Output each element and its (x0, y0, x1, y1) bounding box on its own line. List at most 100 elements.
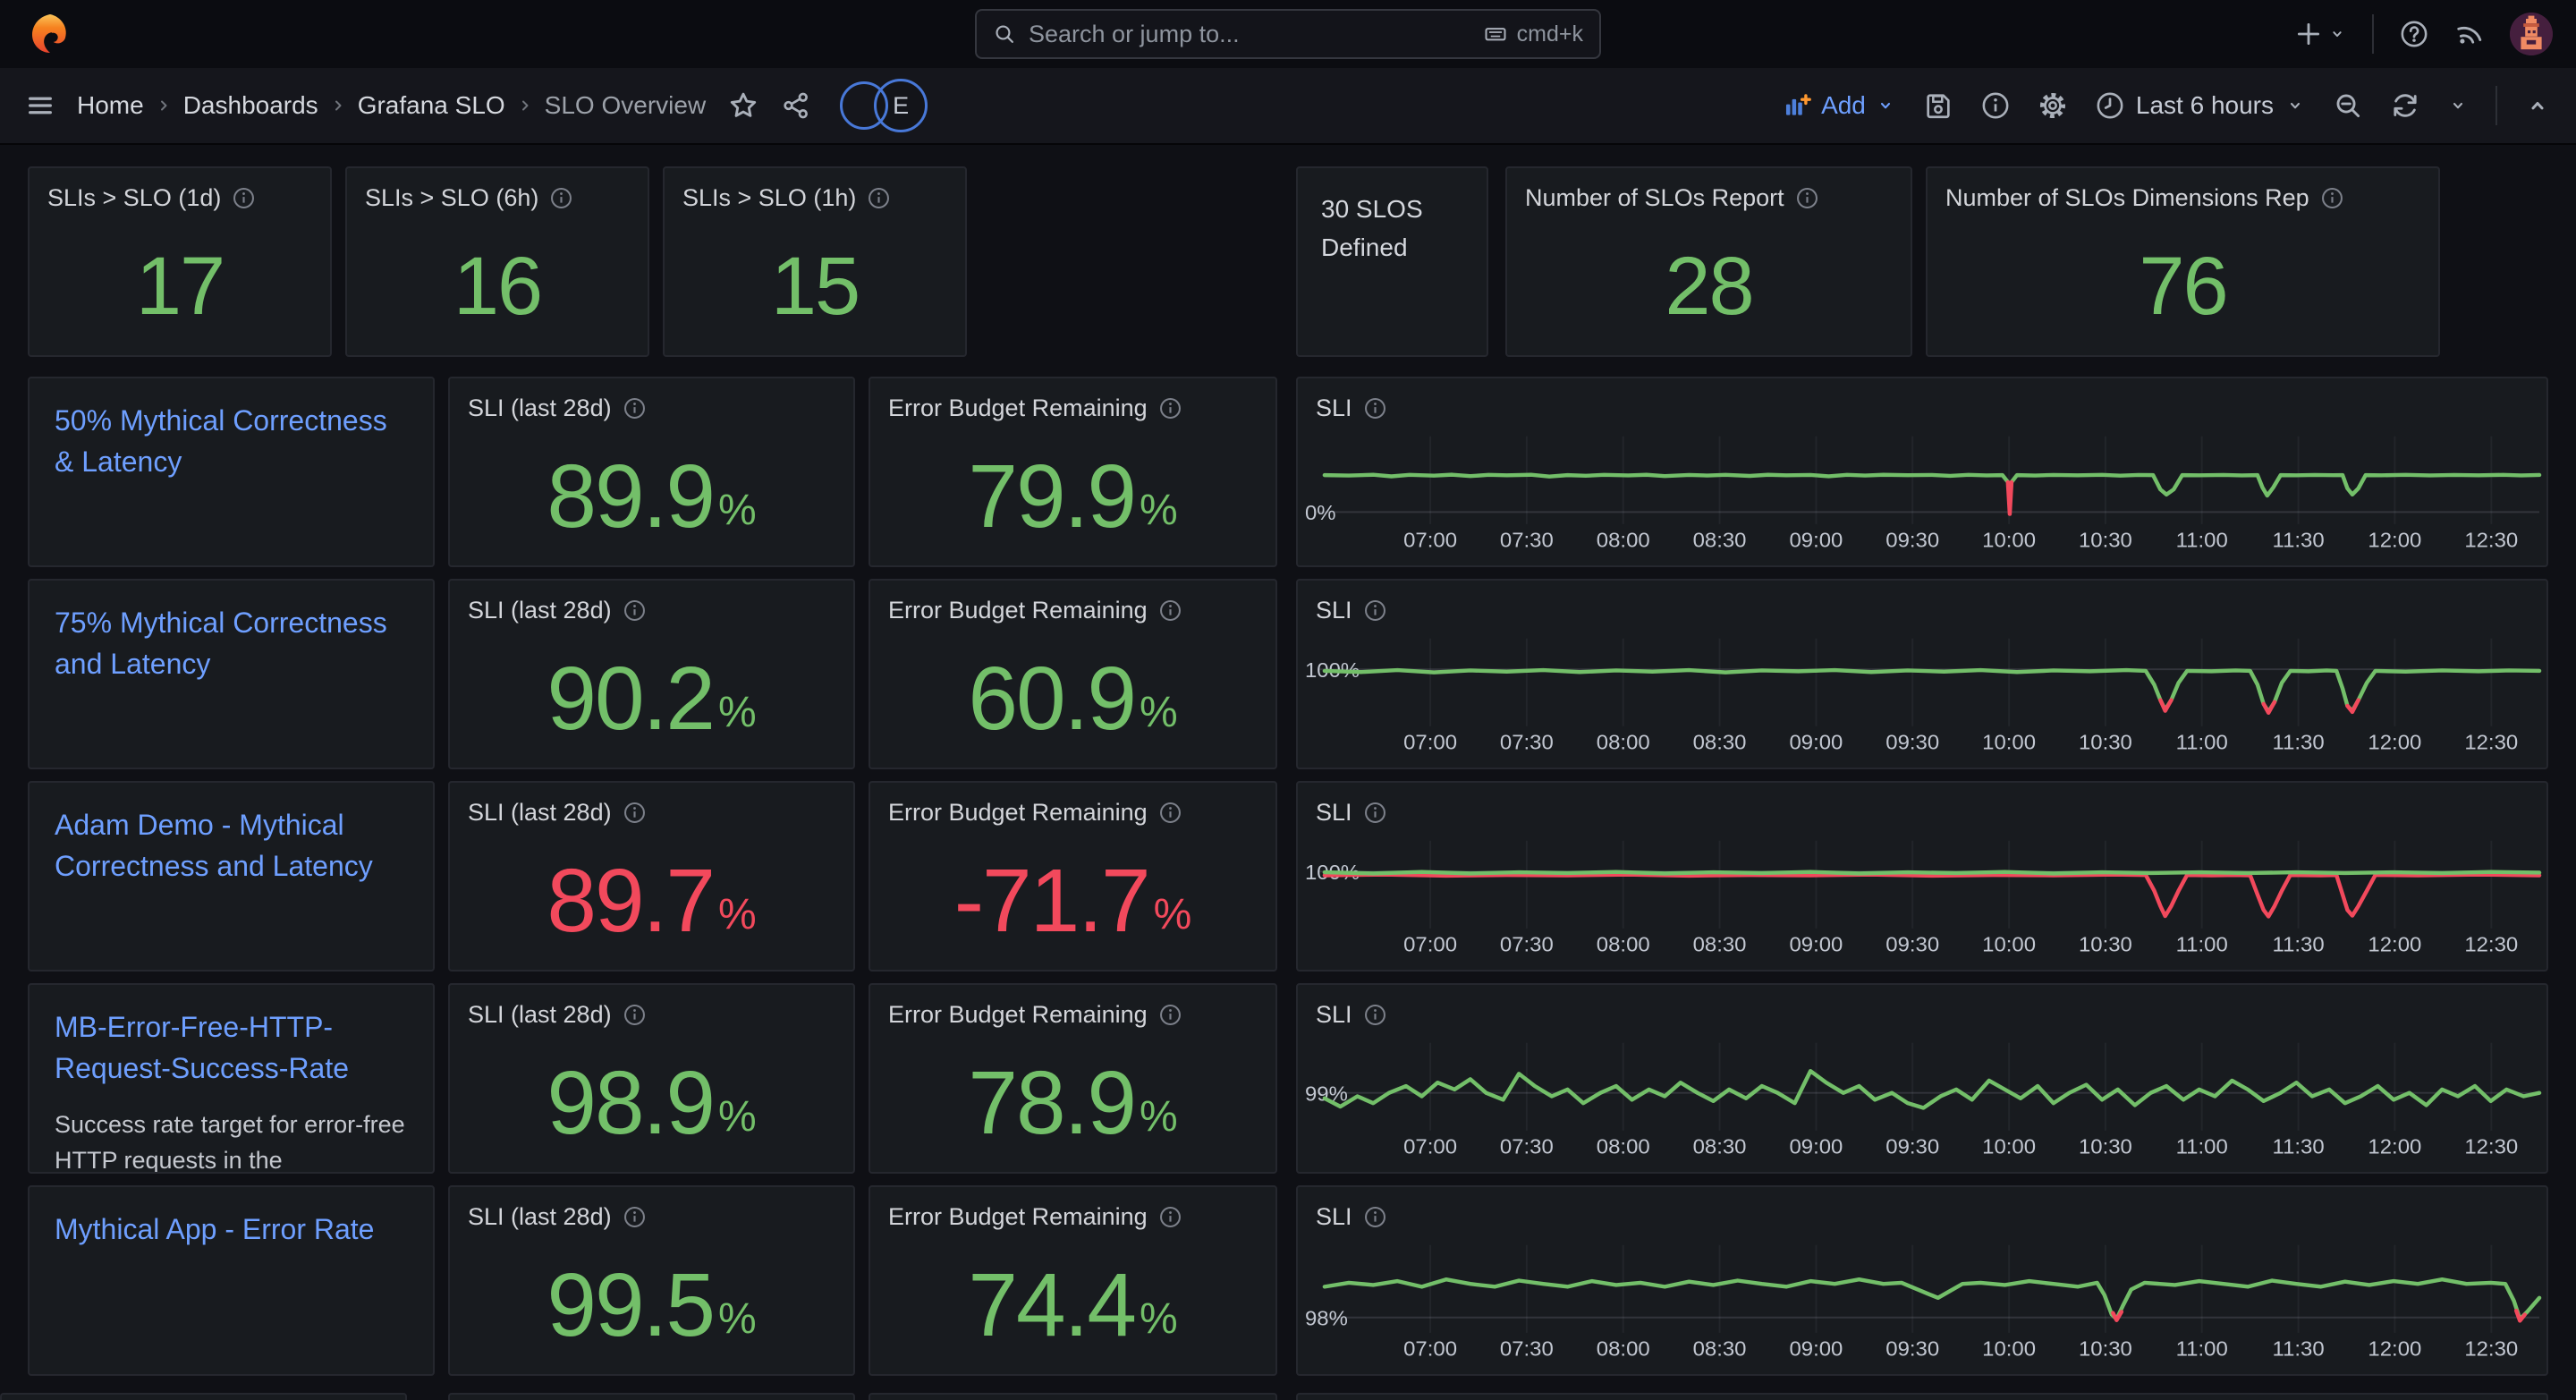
info-icon[interactable] (623, 396, 647, 420)
dashboard-insights-icon[interactable] (1980, 90, 2011, 121)
sli-chart[interactable]: 07:00 07:30 08:00 08:30 09:00 09:30 10:00 10:30… (1298, 378, 2546, 565)
viewer-avatar[interactable] (840, 81, 889, 130)
info-icon[interactable] (1363, 1003, 1387, 1027)
sli-stat-panel[interactable]: SLI (last 28d) 99.5% (448, 1185, 855, 1376)
info-icon[interactable] (623, 801, 647, 825)
refresh-interval-chevron-icon[interactable] (2447, 95, 2469, 116)
sli-timeseries-panel[interactable]: SLI 07:00 07:30 08:00 08:30 09:00 09:30 10:00 1… (1296, 1185, 2548, 1376)
error-budget-value: -71.7 (953, 850, 1151, 951)
time-range-picker[interactable]: Last 6 hours (2095, 90, 2306, 121)
slo-link[interactable]: MB-Error-Free-HTTP-Request-Success-Rate (55, 1011, 350, 1084)
help-icon[interactable] (2399, 19, 2429, 49)
breadcrumb-grafana-slo[interactable]: Grafana SLO (357, 91, 505, 119)
sli-timeseries-panel[interactable]: SLI 07:00 07:30 08:00 08:30 09:00 09:30 10:00 1… (1296, 377, 2548, 567)
grafana-logo-icon[interactable] (29, 13, 72, 55)
panel-title: SLI (last 28d) (468, 799, 612, 826)
error-budget-panel[interactable]: Error Budget Remaining 74.4% (869, 1185, 1277, 1376)
info-icon[interactable] (623, 1205, 647, 1229)
sli-stat-panel[interactable]: SLI (last 28d) 90.2% (448, 579, 855, 769)
slo-row: 75% Mythical Correctness and Latency SLI… (28, 579, 2548, 769)
sli-chart[interactable]: 07:00 07:30 08:00 08:30 09:00 09:30 10:00 10:30… (1298, 1187, 2546, 1374)
stat-value: 15 (770, 240, 860, 332)
svg-text:0%: 0% (1305, 502, 1336, 525)
svg-text:12:00: 12:00 (2368, 732, 2421, 755)
favorite-star-icon[interactable] (727, 89, 759, 122)
collapse-toolbar-icon[interactable] (2524, 92, 2551, 119)
stat-panel-slis-slo-1h[interactable]: SLIs > SLO (1h) 15 (663, 166, 967, 357)
sli-chart[interactable]: 07:00 07:30 08:00 08:30 09:00 09:30 10:00 10:30… (1298, 985, 2546, 1172)
add-panel-button[interactable]: Add (1782, 90, 1896, 121)
svg-text:11:30: 11:30 (2273, 1338, 2325, 1362)
sli-stat-panel[interactable]: SLI (last 28d) 98.9% (448, 983, 855, 1174)
slo-row: 50% Mythical Correctness & Latency SLI (… (28, 377, 2548, 567)
svg-text:10:30: 10:30 (2079, 530, 2132, 553)
error-budget-unit: % (1139, 1093, 1178, 1141)
stat-panel-slis-slo-1d[interactable]: SLIs > SLO (1d) 17 (28, 166, 332, 357)
new-button[interactable] (2293, 19, 2347, 49)
sli-timeseries-panel[interactable]: SLI 07:00 07:30 08:00 08:30 09:00 09:30 10:00 1… (1296, 781, 2548, 972)
panel-title: SLI (1316, 1203, 1352, 1230)
top-bar: Search or jump to... cmd+k (0, 0, 2576, 68)
search-input[interactable]: Search or jump to... cmd+k (975, 9, 1601, 59)
save-dashboard-icon[interactable] (1923, 90, 1953, 121)
sli-timeseries-panel[interactable]: SLI 07:00 07:30 08:00 08:30 09:00 09:30 10:00 1… (1296, 983, 2548, 1174)
info-icon[interactable] (623, 1003, 647, 1027)
news-icon[interactable] (2454, 19, 2485, 49)
share-icon[interactable] (781, 90, 811, 121)
info-icon[interactable] (1363, 801, 1387, 825)
slo-title-panel: Adam Demo - Mythical Correctness and Lat… (28, 781, 435, 972)
error-budget-value: 79.9 (968, 445, 1137, 547)
slo-link[interactable]: Mythical App - Error Rate (55, 1213, 375, 1245)
svg-text:10:00: 10:00 (1982, 1136, 2036, 1159)
info-icon[interactable] (1158, 396, 1182, 420)
slo-link[interactable]: 75% Mythical Correctness and Latency (55, 607, 387, 680)
info-icon[interactable] (549, 186, 573, 210)
error-budget-value: 74.4 (968, 1254, 1137, 1355)
sli-unit: % (717, 1295, 757, 1343)
stat-panel-slos-report[interactable]: Number of SLOs Report 28 (1505, 166, 1912, 357)
panel-title: Number of SLOs Dimensions Rep (1945, 184, 2309, 211)
sli-chart[interactable]: 07:00 07:30 08:00 08:30 09:00 09:30 10:00 10:30… (1298, 783, 2546, 970)
svg-text:11:30: 11:30 (2273, 732, 2325, 755)
info-icon[interactable] (232, 186, 256, 210)
info-icon[interactable] (1795, 186, 1819, 210)
info-icon[interactable] (867, 186, 891, 210)
stat-panel-slis-slo-6h[interactable]: SLIs > SLO (6h) 16 (345, 166, 649, 357)
zoom-out-icon[interactable] (2333, 90, 2363, 121)
profile-avatar[interactable] (2510, 13, 2553, 55)
info-icon[interactable] (1158, 1205, 1182, 1229)
info-icon[interactable] (623, 598, 647, 623)
info-icon[interactable] (1158, 801, 1182, 825)
breadcrumb-home[interactable]: Home (77, 91, 144, 119)
slo-link[interactable]: Adam Demo - Mythical Correctness and Lat… (55, 809, 373, 882)
svg-text:10:00: 10:00 (1982, 530, 2036, 553)
dashboard-settings-icon[interactable] (2038, 90, 2068, 121)
info-icon[interactable] (2320, 186, 2344, 210)
error-budget-panel[interactable]: Error Budget Remaining -71.7% (869, 781, 1277, 972)
mega-menu-icon[interactable] (25, 90, 55, 121)
chevron-right-icon (514, 95, 536, 116)
info-icon[interactable] (1158, 598, 1182, 623)
breadcrumb-dashboards[interactable]: Dashboards (182, 91, 318, 119)
stat-panel-slos-dimensions[interactable]: Number of SLOs Dimensions Rep 76 (1926, 166, 2440, 357)
sli-stat-panel[interactable]: SLI (last 28d) 89.7% (448, 781, 855, 972)
info-icon[interactable] (1158, 1003, 1182, 1027)
svg-text:12:30: 12:30 (2464, 732, 2518, 755)
sli-stat-panel[interactable]: SLI (last 28d) 89.9% (448, 377, 855, 567)
svg-text:09:30: 09:30 (1885, 732, 1939, 755)
error-budget-panel[interactable]: Error Budget Remaining 79.9% (869, 377, 1277, 567)
error-budget-panel[interactable]: Error Budget Remaining 60.9% (869, 579, 1277, 769)
info-icon[interactable] (1363, 1205, 1387, 1229)
svg-text:08:00: 08:00 (1597, 934, 1650, 957)
sli-timeseries-panel[interactable]: SLI 07:00 07:30 08:00 08:30 09:00 09:30 10:00 1… (1296, 579, 2548, 769)
chevron-down-icon (2284, 95, 2306, 116)
sli-chart[interactable]: 07:00 07:30 08:00 08:30 09:00 09:30 10:00 10:30… (1298, 581, 2546, 768)
refresh-icon[interactable] (2390, 90, 2420, 121)
svg-text:08:00: 08:00 (1597, 530, 1650, 553)
svg-text:10:30: 10:30 (2079, 1338, 2132, 1362)
error-budget-value: 78.9 (968, 1052, 1137, 1153)
error-budget-panel[interactable]: Error Budget Remaining 78.9% (869, 983, 1277, 1174)
info-icon[interactable] (1363, 598, 1387, 623)
info-icon[interactable] (1363, 396, 1387, 420)
slo-link[interactable]: 50% Mythical Correctness & Latency (55, 404, 387, 478)
